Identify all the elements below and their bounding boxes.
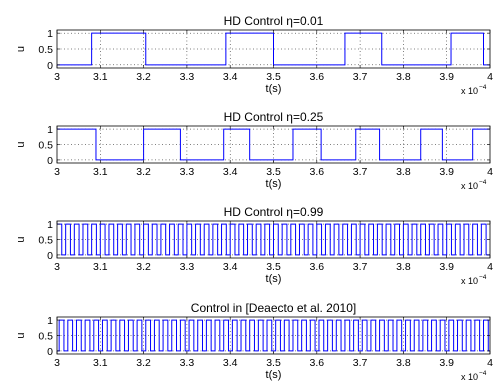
y-tick-label: 1: [47, 124, 53, 136]
x-exponent-label: x 10: [461, 276, 478, 286]
x-tick-label: 3: [54, 357, 60, 369]
x-tick-label: 3.8: [396, 166, 411, 178]
y-axis-label: u: [15, 236, 27, 242]
x-tick-label: 4: [487, 261, 493, 273]
x-tick-label: 3.6: [309, 357, 324, 369]
x-tick-label: 3.5: [266, 166, 281, 178]
subplot-title: Control in [Deaecto et al. 2010]: [191, 301, 356, 315]
y-axis-label: u: [15, 332, 27, 338]
x-tick-label: 4: [487, 357, 493, 369]
y-tick-label: 0.5: [38, 331, 53, 343]
subplot-title: HD Control η=0.01: [224, 14, 324, 28]
y-tick-label: 0: [47, 155, 53, 167]
x-tick-label: 3.5: [266, 357, 281, 369]
x-tick-label: 3.4: [223, 357, 238, 369]
x-exponent-power: −4: [479, 179, 487, 186]
y-tick-label: 0: [47, 250, 53, 262]
x-tick-label: 3.8: [396, 357, 411, 369]
x-tick-label: 3.4: [223, 166, 238, 178]
subplot-1: HD Control η=0.01 3 3.1 3.2 3.3 3.4 3.5 3.6 3.7 3…: [15, 14, 493, 96]
x-tick-label: 3.1: [93, 71, 108, 83]
signal-line: [57, 319, 490, 352]
y-axis-label: u: [15, 141, 27, 147]
x-tick-label: 3.8: [396, 71, 411, 83]
x-tick-label: 3.6: [309, 71, 324, 83]
x-tick-label: 3.3: [180, 166, 195, 178]
x-tick-label: 3.2: [136, 71, 151, 83]
x-axis-label: t(s): [266, 369, 282, 381]
y-tick-label: 1: [47, 219, 53, 231]
signal-line: [57, 223, 490, 256]
x-tick-label: 3.9: [439, 71, 454, 83]
y-tick-label: 0: [47, 60, 53, 72]
x-tick-label: 3.8: [396, 261, 411, 273]
x-tick-label: 4: [487, 166, 493, 178]
y-tick-label: 1: [47, 315, 53, 327]
y-tick-label: 0.5: [38, 235, 53, 247]
x-exponent-power: −4: [479, 370, 487, 377]
x-tick-label: 3.2: [136, 357, 151, 369]
x-axis-label: t(s): [266, 178, 282, 190]
x-axis-label: t(s): [266, 273, 282, 285]
x-tick-label: 3.7: [353, 357, 368, 369]
y-tick-label: 1: [47, 28, 53, 40]
x-tick-label: 3.3: [180, 71, 195, 83]
x-tick-label: 3.2: [136, 166, 151, 178]
subplot-title: HD Control η=0.99: [224, 205, 324, 219]
x-tick-label: 3: [54, 261, 60, 273]
x-tick-label: 3.9: [439, 166, 454, 178]
x-exponent-label: x 10: [461, 372, 478, 382]
x-tick-label: 3.1: [93, 261, 108, 273]
y-tick-label: 0.5: [38, 140, 53, 152]
x-tick-label: 4: [487, 71, 493, 83]
x-exponent-label: x 10: [461, 181, 478, 191]
x-tick-label: 3.6: [309, 166, 324, 178]
x-tick-label: 3.6: [309, 261, 324, 273]
x-exponent-power: −4: [479, 274, 487, 281]
x-tick-label: 3.4: [223, 71, 238, 83]
y-tick-label: 0.5: [38, 44, 53, 56]
x-tick-label: 3.5: [266, 71, 281, 83]
x-tick-label: 3.7: [353, 71, 368, 83]
subplot-2: HD Control η=0.25 3 3.1 3.2 3.3 3.4 3.5 3.6 3.7 3…: [15, 110, 493, 191]
x-tick-label: 3.2: [136, 261, 151, 273]
x-tick-label: 3.1: [93, 357, 108, 369]
x-tick-label: 3.9: [439, 357, 454, 369]
x-tick-label: 3.9: [439, 261, 454, 273]
x-axis-label: t(s): [266, 83, 282, 95]
x-tick-label: 3.7: [353, 261, 368, 273]
y-tick-label: 0: [47, 346, 53, 358]
x-tick-label: 3: [54, 71, 60, 83]
x-exponent-label: x 10: [461, 86, 478, 96]
x-tick-label: 3.3: [180, 261, 195, 273]
x-tick-label: 3.4: [223, 261, 238, 273]
x-tick-label: 3.1: [93, 166, 108, 178]
subplot-title: HD Control η=0.25: [224, 110, 324, 124]
signal-line: [57, 32, 490, 66]
x-tick-label: 3.3: [180, 357, 195, 369]
x-tick-label: 3.7: [353, 166, 368, 178]
subplot-4: Control in [Deaecto et al. 2010] 3 3.1 3.2 3…: [15, 301, 493, 382]
signal-line: [57, 128, 490, 161]
subplot-3: HD Control η=0.99 3 3.1 3.2 3.3 3.4 3.5 3.6 3.7 3…: [15, 205, 493, 286]
y-axis-label: u: [15, 46, 27, 52]
x-exponent-power: −4: [479, 84, 487, 91]
x-tick-label: 3.5: [266, 261, 281, 273]
x-tick-label: 3: [54, 166, 60, 178]
